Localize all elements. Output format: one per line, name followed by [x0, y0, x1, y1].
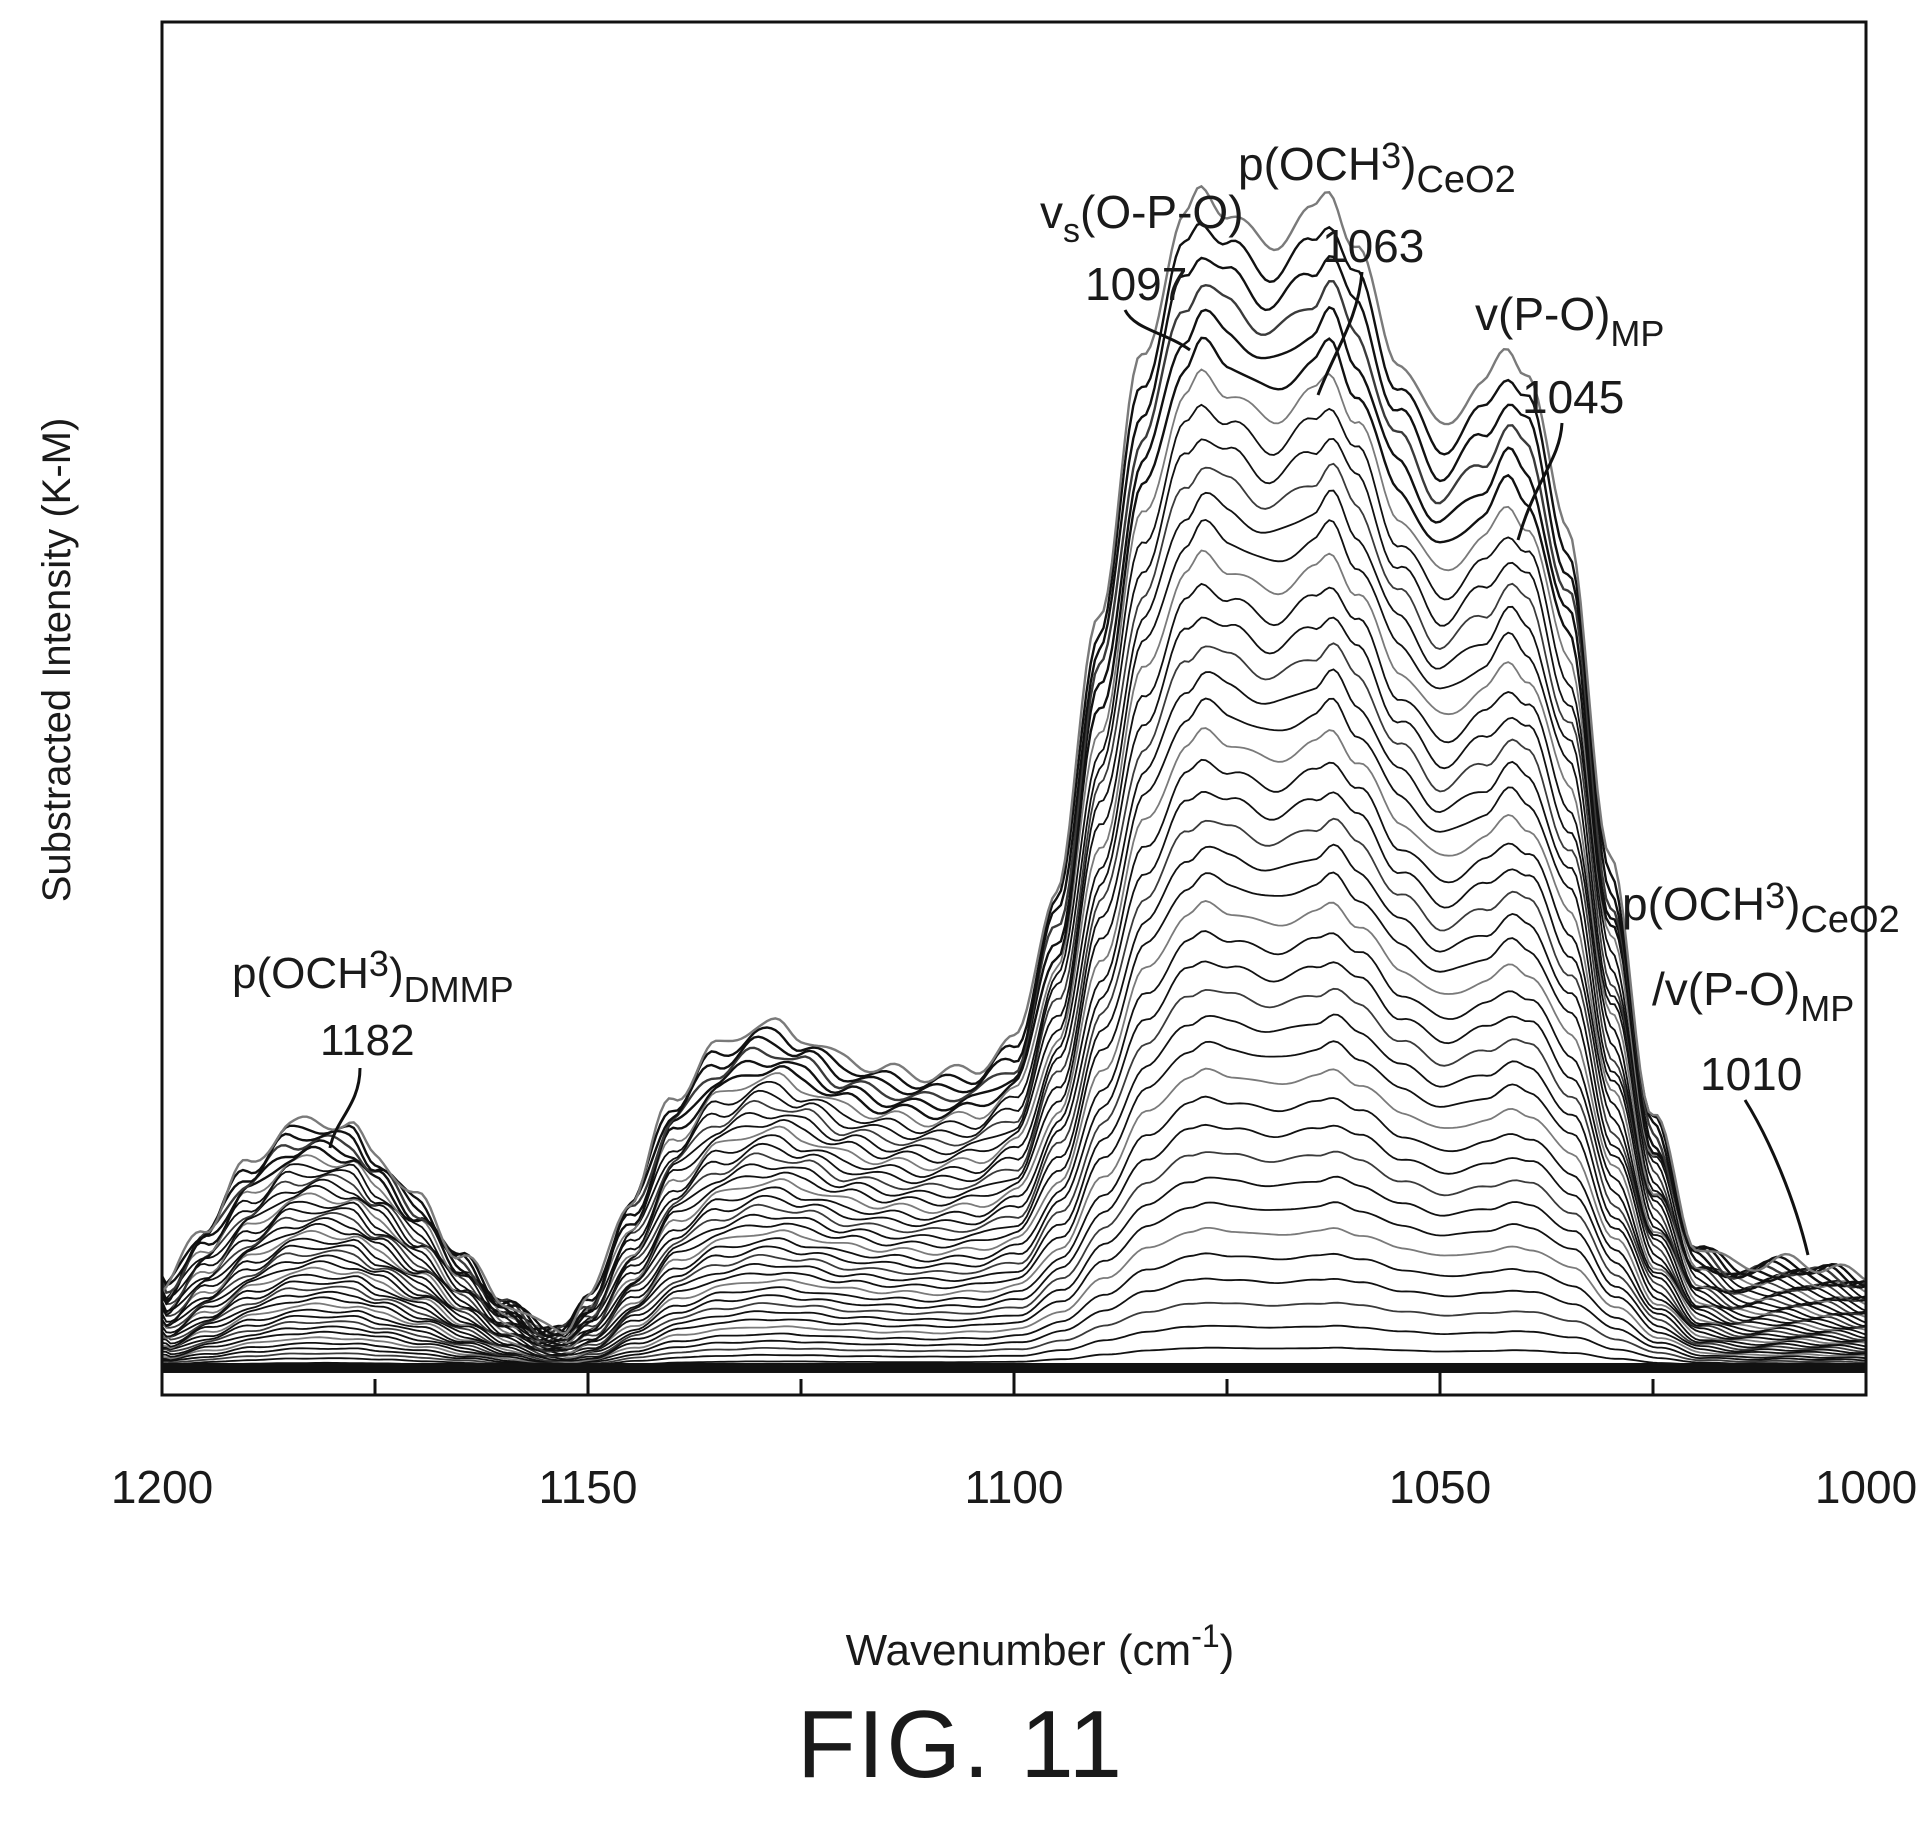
x-axis-label-close: ) [1220, 1626, 1235, 1675]
x-tick-label: 1100 [965, 1461, 1064, 1513]
spectrum-line [161, 727, 1867, 1349]
spectrum-line [161, 1324, 1866, 1367]
spectrum-line [161, 403, 1867, 1342]
spectrum-line [161, 790, 1867, 1352]
annotation-ops-label: vs(O-P-O) [1040, 186, 1244, 250]
annotation-ops-head: v [1040, 186, 1063, 238]
annotation-1010-value: 1010 [1700, 1048, 1802, 1100]
x-tick-label: 1000 [1815, 1461, 1917, 1513]
y-axis-label: Substracted Intensity (K-M) [35, 418, 79, 903]
spectrum-line [161, 518, 1867, 1339]
x-axis-label-sup: -1 [1191, 1618, 1219, 1654]
annotation-po-mp-label: v(P-O)MP [1475, 288, 1664, 354]
spectrum-line [161, 1040, 1867, 1358]
spectrum-line [161, 1201, 1867, 1363]
annotation-po-mp-head: v(P-O) [1475, 288, 1610, 340]
annotation-dmmp-head: p(OCH [232, 949, 369, 998]
spectrum-line [161, 1301, 1867, 1367]
annotation-och3-ceo2-label: p(OCH3)CeO2 [1238, 135, 1516, 201]
spectrum-line [161, 1095, 1867, 1361]
spectrum-line [161, 960, 1867, 1357]
annotation-dmmp: p(OCH3)DMMP 1182 [232, 943, 514, 1149]
annotation-ops: vs(O-P-O) 1097 [1040, 186, 1244, 352]
annotation-po-mp-value: 1045 [1522, 371, 1624, 423]
x-ticks-group: 1200 1150 1100 1050 1000 [111, 1367, 1917, 1513]
x-axis-label-text: Wavenumber (cm [846, 1626, 1192, 1675]
annotation-po-mp-tail: MP [1610, 313, 1664, 354]
spectrum-line [161, 1067, 1867, 1359]
annotation-ops-value: 1097 [1085, 258, 1187, 310]
spectrum-line [161, 1150, 1866, 1362]
spectrum-line [161, 930, 1867, 1356]
annotation-1010-line2-head: /v(P-O) [1652, 963, 1800, 1015]
annotation-och3-ceo2-leader [1316, 271, 1364, 396]
spectrum-line [161, 1013, 1867, 1358]
spectrum-line [161, 582, 1867, 1347]
annotation-och3-ceo2-head: p(OCH [1238, 138, 1381, 190]
annotation-och3-ceo2-tail: CeO2 [1416, 159, 1515, 201]
spectrum-line [161, 900, 1867, 1354]
annotation-och3-ceo2-value: 1063 [1322, 220, 1424, 272]
figure-caption: FIG. 11 [797, 1691, 1124, 1798]
annotation-1010-close: ) [1785, 878, 1800, 930]
annotation-dmmp-leader [328, 1067, 362, 1149]
annotation-dmmp-sub: 3 [369, 943, 389, 984]
spectrum-line [161, 549, 1867, 1345]
annotation-1010-line2: /v(P-O)MP [1652, 963, 1854, 1029]
annotation-1010-tail: CeO2 [1800, 899, 1899, 941]
annotation-dmmp-label: p(OCH3)DMMP [232, 943, 514, 1010]
spectrum-line [161, 987, 1867, 1358]
spectrum-line [161, 697, 1867, 1345]
spectrum-line [161, 368, 1867, 1340]
spectra-group [160, 184, 1867, 1373]
spectrum-line [161, 1277, 1867, 1366]
annotation-och3-ceo2-close: ) [1401, 138, 1416, 190]
spectrum-line [160, 279, 1867, 1338]
annotation-1010-line2-tail: MP [1800, 988, 1854, 1029]
annotation-1010-leader [1743, 1099, 1810, 1256]
spectrum-line [161, 871, 1867, 1352]
annotation-1010-sub: 3 [1765, 875, 1785, 916]
x-axis-label: Wavenumber (cm-1) [846, 1618, 1235, 1675]
spectrum-line [161, 758, 1867, 1352]
annotation-po-mp: v(P-O)MP 1045 [1475, 288, 1664, 541]
spectrum-line [161, 184, 1867, 1335]
annotation-po-mp-leader [1516, 422, 1564, 541]
x-tick-label: 1150 [539, 1461, 638, 1513]
x-tick-label: 1200 [111, 1461, 213, 1513]
annotation-och3-ceo2: p(OCH3)CeO2 1063 [1238, 135, 1516, 396]
spectrum-line [161, 843, 1867, 1353]
annotation-1010-head: p(OCH [1622, 878, 1765, 930]
annotation-ops-sub: s [1063, 212, 1080, 250]
annotation-dmmp-close: ) [389, 949, 404, 998]
spectrum-line [161, 1252, 1867, 1365]
spectrum-line [161, 1227, 1867, 1364]
annotation-och3-ceo2-sub: 3 [1381, 135, 1401, 176]
annotation-ops-leader [1123, 309, 1191, 352]
spectrum-line [161, 1123, 1867, 1362]
annotation-dmmp-tail: DMMP [404, 969, 514, 1010]
spectrum-line [160, 336, 1867, 1335]
spectrum-line [161, 489, 1867, 1341]
x-tick-label: 1050 [1389, 1461, 1491, 1513]
annotation-1010: p(OCH3)CeO2 /v(P-O)MP 1010 [1622, 875, 1900, 1256]
annotation-1010-label: p(OCH3)CeO2 [1622, 875, 1900, 941]
annotation-dmmp-value: 1182 [320, 1016, 415, 1065]
spectrum-line [161, 1175, 1867, 1363]
annotation-ops-close: (O-P-O) [1080, 186, 1244, 238]
